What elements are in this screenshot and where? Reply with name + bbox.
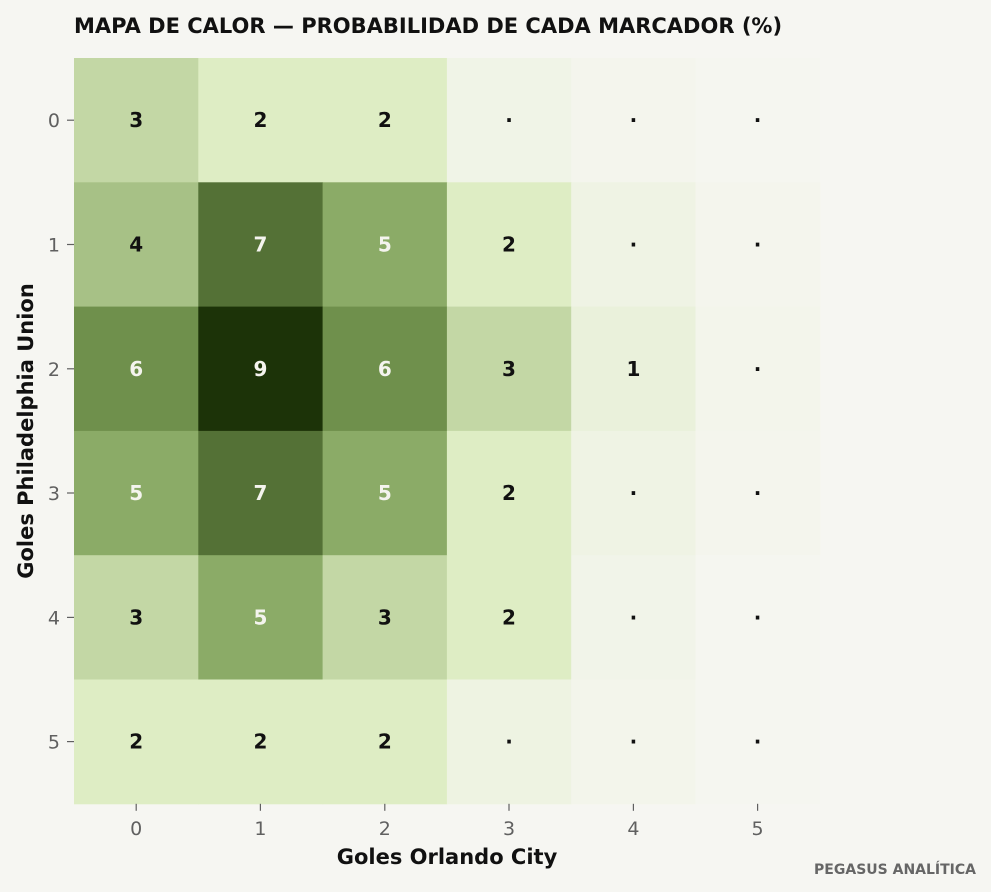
cell-label-4-0: 3 [129, 605, 143, 629]
heatmap-cell-4-5 [695, 555, 821, 680]
heatmap-cell-3-5 [695, 430, 821, 556]
heatmap-cell-4-0 [74, 555, 199, 680]
heatmap-cell-0-5 [695, 58, 821, 183]
cell-label-0-0: 3 [129, 108, 143, 132]
heatmap-cell-5-3 [446, 679, 572, 805]
cell-label-3-3: 2 [502, 481, 516, 505]
cell-label-3-2: 5 [378, 481, 392, 505]
cell-label-2-5: · [754, 357, 762, 381]
heatmap-cell-5-2 [322, 679, 448, 805]
heatmap-cell-1-4 [571, 182, 696, 308]
credit-label: PEGASUS ANALÍTICA [814, 861, 976, 878]
x-axis-ticks: 0 1 2 3 4 5 [130, 803, 764, 840]
heatmap-cell-0-1 [198, 58, 324, 183]
cell-label-3-5: · [754, 481, 762, 505]
cell-label-5-5: · [754, 730, 762, 754]
cell-label-1-2: 5 [378, 233, 392, 257]
heatmap-cell-3-1 [198, 430, 324, 556]
cell-label-3-4: · [630, 481, 638, 505]
y-tick-label-4: 4 [48, 607, 60, 629]
heatmap-cell-1-1 [198, 182, 324, 308]
heatmap-cell-4-3 [446, 555, 572, 680]
heatmap-cell-4-4 [571, 555, 696, 680]
heatmap-cell-3-4 [571, 430, 696, 556]
chart-title: MAPA DE CALOR — PROBABILIDAD DE CADA MAR… [74, 14, 782, 38]
cell-label-1-1: 7 [253, 233, 267, 257]
heatmap-cell-2-1 [198, 306, 324, 432]
cell-label-0-3: · [505, 108, 513, 132]
heatmap-cell-5-1 [198, 679, 324, 805]
heatmap-cell-3-3 [446, 430, 572, 556]
cell-label-1-0: 4 [129, 233, 143, 257]
x-tick-label-3: 3 [503, 818, 515, 840]
heatmap-cells: 3 2 2 · · · 4 7 5 2 · · 6 9 6 3 1 · 5 7 5 2 · · 3 5 3 2 · · 2 2 2 · · · [74, 58, 821, 805]
heatmap-cell-0-3 [446, 58, 572, 183]
heatmap-cell-5-5 [695, 679, 821, 805]
heatmap-cell-1-0 [74, 182, 199, 308]
cell-label-5-1: 2 [253, 730, 267, 754]
heatmap-cell-1-5 [695, 182, 821, 308]
cell-label-0-5: · [754, 108, 762, 132]
heatmap-cell-0-4 [571, 58, 696, 183]
y-tick-label-2: 2 [48, 359, 60, 381]
heatmap-cell-2-4 [571, 306, 696, 432]
heatmap-cell-2-3 [446, 306, 572, 432]
x-tick-label-2: 2 [379, 818, 391, 840]
y-tick-label-3: 3 [48, 483, 60, 505]
heatmap-cell-2-2 [322, 306, 448, 432]
cell-label-2-0: 6 [129, 357, 143, 381]
cell-label-2-1: 9 [253, 357, 267, 381]
heatmap-cell-1-3 [446, 182, 572, 308]
heatmap-cell-5-0 [74, 679, 199, 805]
cell-label-1-3: 2 [502, 233, 516, 257]
cell-label-5-3: · [505, 730, 513, 754]
cell-label-5-0: 2 [129, 730, 143, 754]
y-axis-title: Goles Philadelphia Union [14, 283, 38, 579]
cell-label-0-4: · [630, 108, 638, 132]
cell-label-5-4: · [630, 730, 638, 754]
heatmap-cell-0-2 [322, 58, 448, 183]
cell-label-3-0: 5 [129, 481, 143, 505]
heatmap-cell-4-1 [198, 555, 324, 680]
cell-label-4-3: 2 [502, 605, 516, 629]
cell-label-2-2: 6 [378, 357, 392, 381]
heatmap-cell-0-0 [74, 58, 199, 183]
cell-label-5-2: 2 [378, 730, 392, 754]
cell-label-2-3: 3 [502, 357, 516, 381]
cell-label-4-4: · [630, 605, 638, 629]
cell-label-2-4: 1 [626, 357, 640, 381]
heatmap-cell-2-0 [74, 306, 199, 432]
heatmap-cell-3-2 [322, 430, 448, 556]
y-tick-label-0: 0 [48, 110, 60, 132]
heatmap-cell-1-2 [322, 182, 448, 308]
y-tick-label-1: 1 [48, 235, 60, 257]
y-axis-ticks: 0 1 2 3 4 5 [48, 110, 74, 754]
x-tick-label-0: 0 [130, 818, 142, 840]
cell-label-4-2: 3 [378, 605, 392, 629]
cell-label-4-1: 5 [253, 605, 267, 629]
y-tick-label-5: 5 [48, 732, 60, 754]
heatmap-cell-2-5 [695, 306, 821, 432]
heatmap-cell-5-4 [571, 679, 696, 805]
cell-label-1-4: · [630, 233, 638, 257]
cell-label-3-1: 7 [253, 481, 267, 505]
x-tick-label-1: 1 [254, 818, 266, 840]
x-tick-label-5: 5 [752, 818, 764, 840]
heatmap-cell-3-0 [74, 430, 199, 556]
x-axis-title: Goles Orlando City [337, 845, 558, 869]
x-tick-label-4: 4 [627, 818, 639, 840]
cell-label-0-2: 2 [378, 108, 392, 132]
cell-label-4-5: · [754, 605, 762, 629]
heatmap-cell-4-2 [322, 555, 448, 680]
cell-label-1-5: · [754, 233, 762, 257]
cell-label-0-1: 2 [253, 108, 267, 132]
